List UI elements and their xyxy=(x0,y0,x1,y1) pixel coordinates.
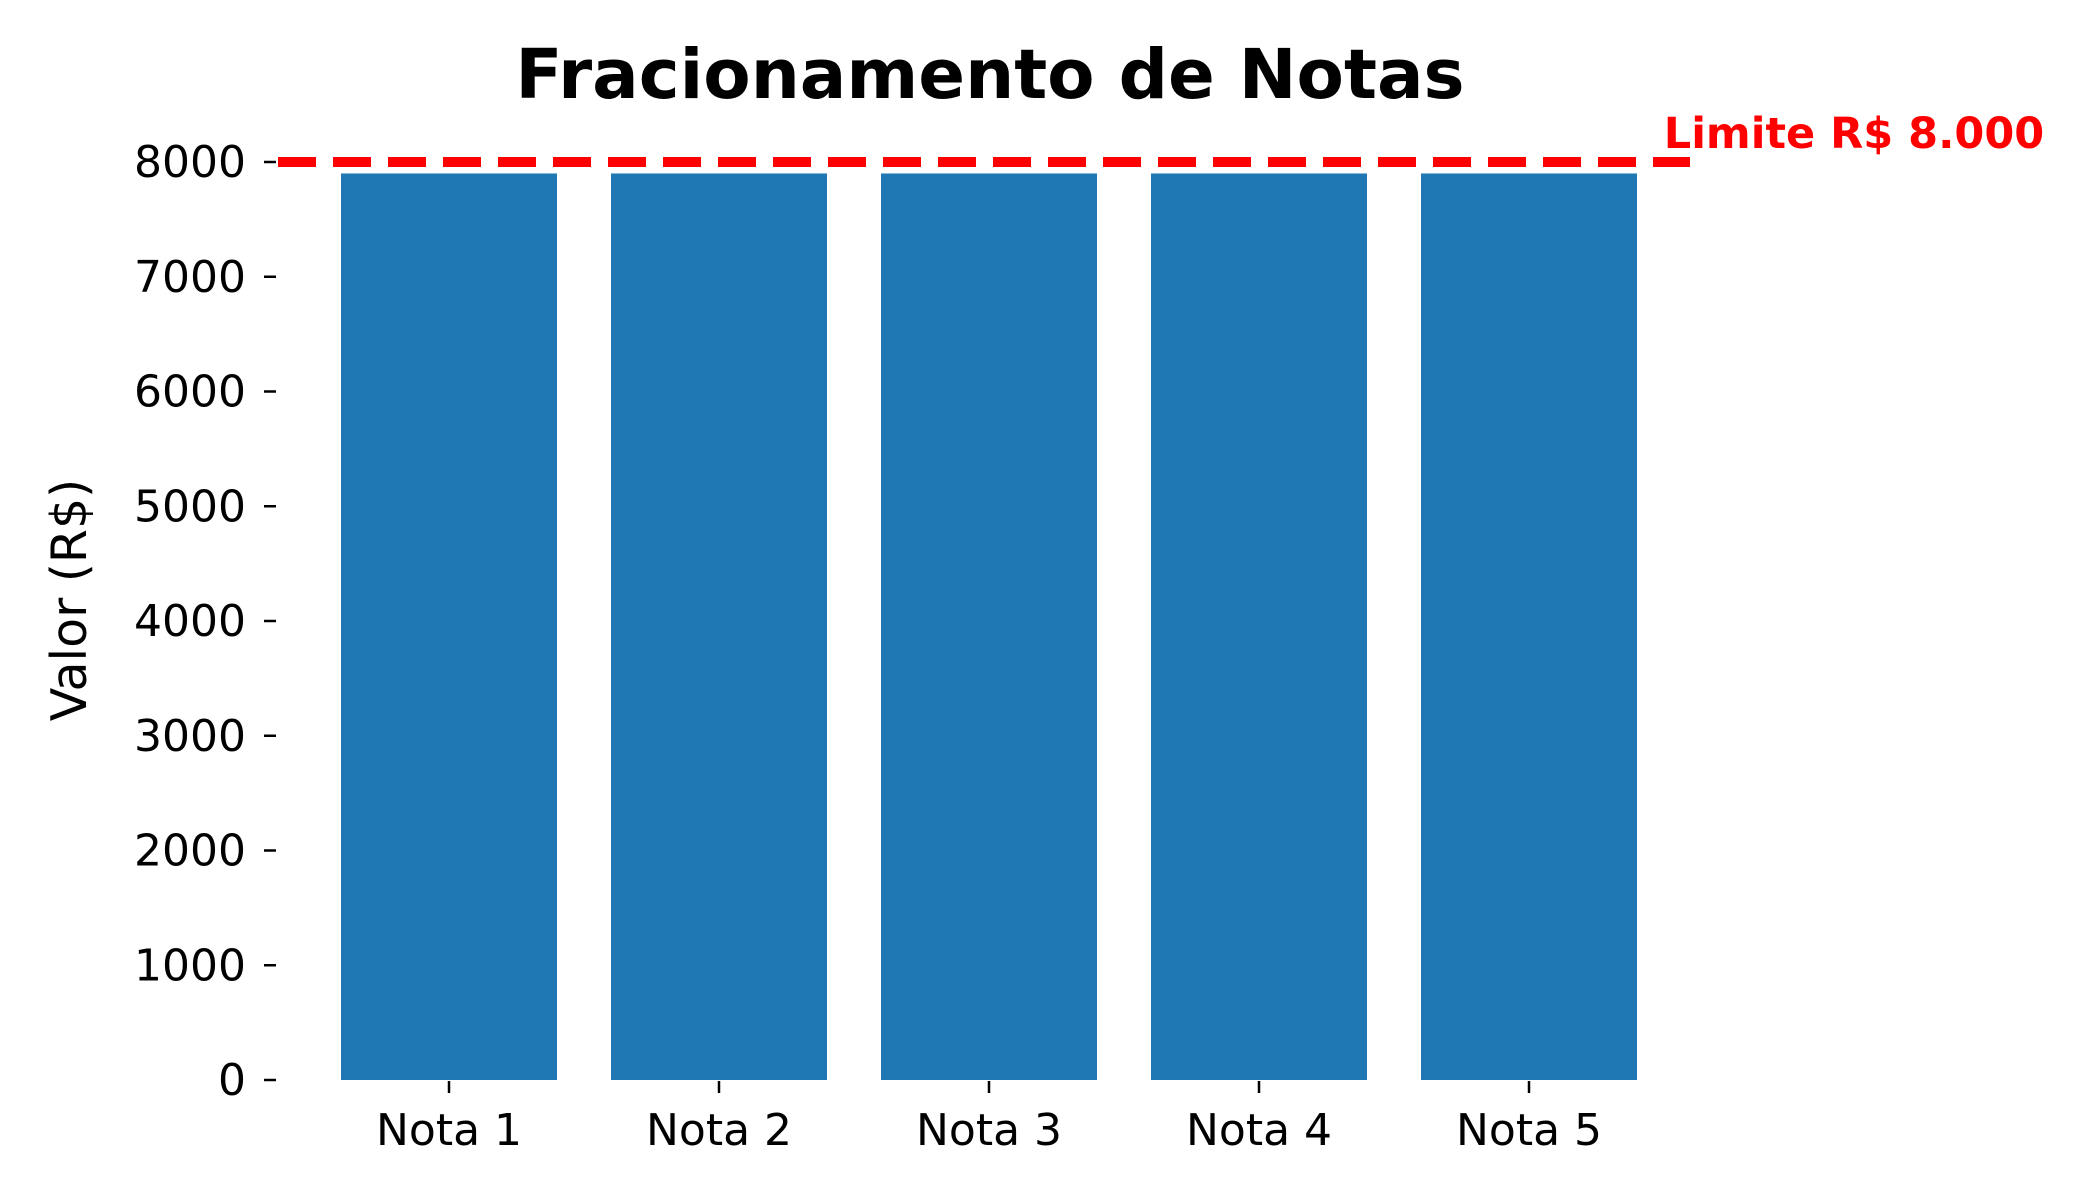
bar-5 xyxy=(1421,173,1637,1081)
bars xyxy=(341,173,1637,1081)
y-tick-label-2000: 2000 xyxy=(134,826,246,877)
chart-title: Fracionamento de Notas xyxy=(515,35,1464,115)
y-tick-label-0: 0 xyxy=(218,1055,246,1106)
x-axis: Nota 1 Nota 2 Nota 3 Nota 4 Nota 5 xyxy=(376,1081,1602,1156)
reference-line-group: Limite R$ 8.000 xyxy=(278,109,2044,167)
y-tick-label-7000: 7000 xyxy=(134,252,246,303)
bar-2 xyxy=(611,173,827,1081)
y-tick-label-8000: 8000 xyxy=(134,137,246,188)
x-tick-label-1: Nota 1 xyxy=(376,1105,522,1156)
x-tick-label-3: Nota 3 xyxy=(916,1105,1062,1156)
x-tick-label-4: Nota 4 xyxy=(1186,1105,1332,1156)
y-axis: 0 1000 2000 3000 4000 5000 6000 7000 8000 xyxy=(134,137,276,1106)
y-tick-label-1000: 1000 xyxy=(134,940,246,991)
y-tick-label-3000: 3000 xyxy=(134,711,246,762)
x-tick-label-2: Nota 2 xyxy=(646,1105,792,1156)
y-axis-label: Valor (R$) xyxy=(41,479,98,722)
y-tick-label-4000: 4000 xyxy=(134,596,246,647)
y-tick-label-6000: 6000 xyxy=(134,367,246,418)
reference-line-label: Limite R$ 8.000 xyxy=(1664,109,2044,159)
bar-1 xyxy=(341,173,557,1081)
bar-4 xyxy=(1151,173,1367,1081)
x-tick-label-5: Nota 5 xyxy=(1456,1105,1602,1156)
bar-3 xyxy=(881,173,1097,1081)
y-tick-label-5000: 5000 xyxy=(134,481,246,532)
